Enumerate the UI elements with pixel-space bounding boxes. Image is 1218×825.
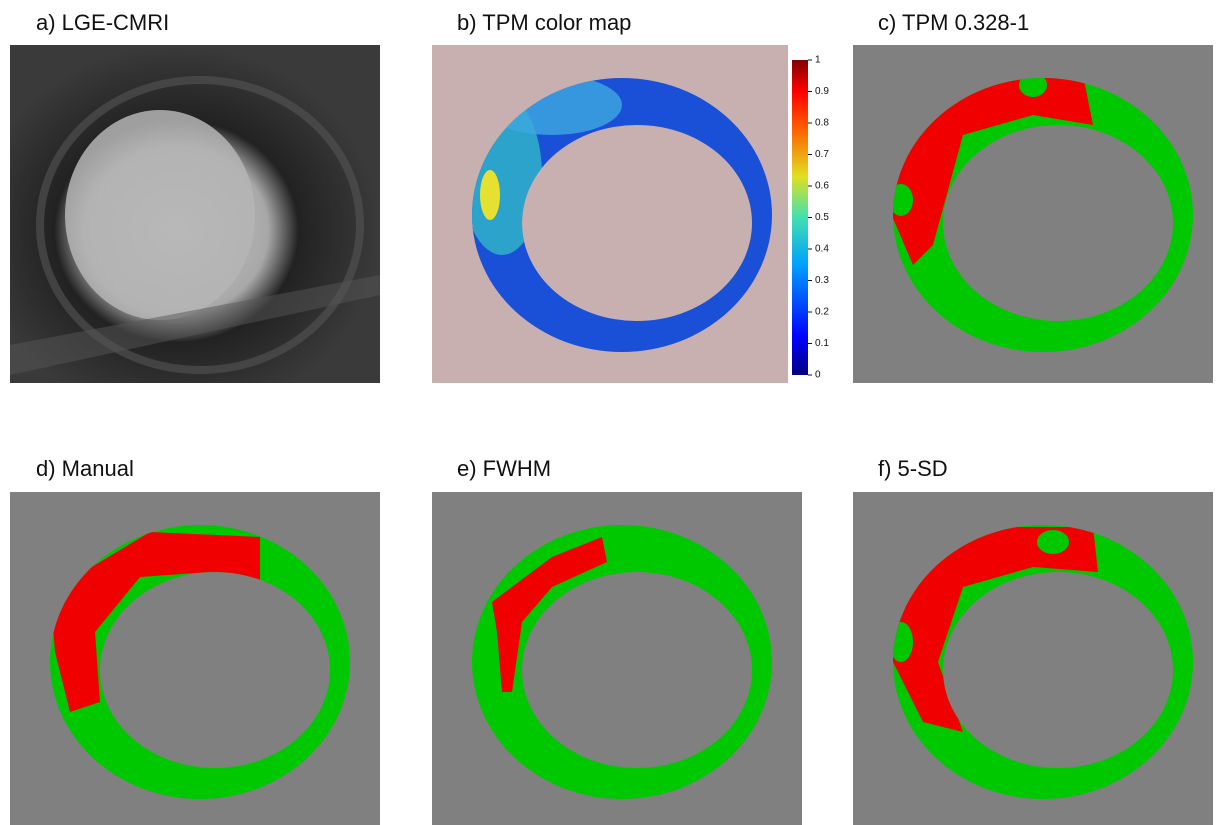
colorbar-tick-label: 0.2 — [815, 307, 829, 318]
colorbar-tick-label: 0.5 — [815, 212, 829, 223]
colorbar-tick-label: 0.4 — [815, 244, 829, 255]
segmentation-image — [10, 492, 380, 825]
colorbar-tick-label: 0.8 — [815, 118, 829, 129]
colorbar-tick-label: 0.7 — [815, 149, 829, 160]
segmentation-image — [853, 45, 1213, 383]
colorbar — [792, 60, 808, 375]
tpm-image — [432, 45, 788, 383]
segmentation-image — [853, 492, 1213, 825]
colorbar-tick-label: 1 — [815, 55, 821, 66]
colorbar-tick-label: 0.9 — [815, 86, 829, 97]
panel-title: c) TPM 0.328-1 — [878, 10, 1029, 35]
colorbar-tick-label: 0 — [815, 370, 821, 381]
panel-title: b) TPM color map — [457, 10, 631, 35]
colorbar-tick-label: 0.3 — [815, 275, 829, 286]
panel-title: d) Manual — [36, 456, 134, 481]
segmentation-image — [432, 492, 802, 825]
page: a) LGE-CMRI b) TPM color map c) TPM 0.32… — [0, 0, 1218, 825]
figure: a) LGE-CMRI b) TPM color map c) TPM 0.32… — [0, 0, 1218, 825]
panel-title: a) LGE-CMRI — [36, 10, 169, 35]
colorbar-ticks: 0 0.1 0.2 0.3 0.4 0.5 0.6 0.7 0.8 0.9 1 — [808, 55, 829, 381]
panel-title: e) FWHM — [457, 456, 551, 481]
mri-image — [10, 45, 380, 383]
colorbar-tick-label: 0.1 — [815, 338, 829, 349]
panel-title: f) 5-SD — [878, 456, 948, 481]
colorbar-tick-label: 0.6 — [815, 181, 829, 192]
